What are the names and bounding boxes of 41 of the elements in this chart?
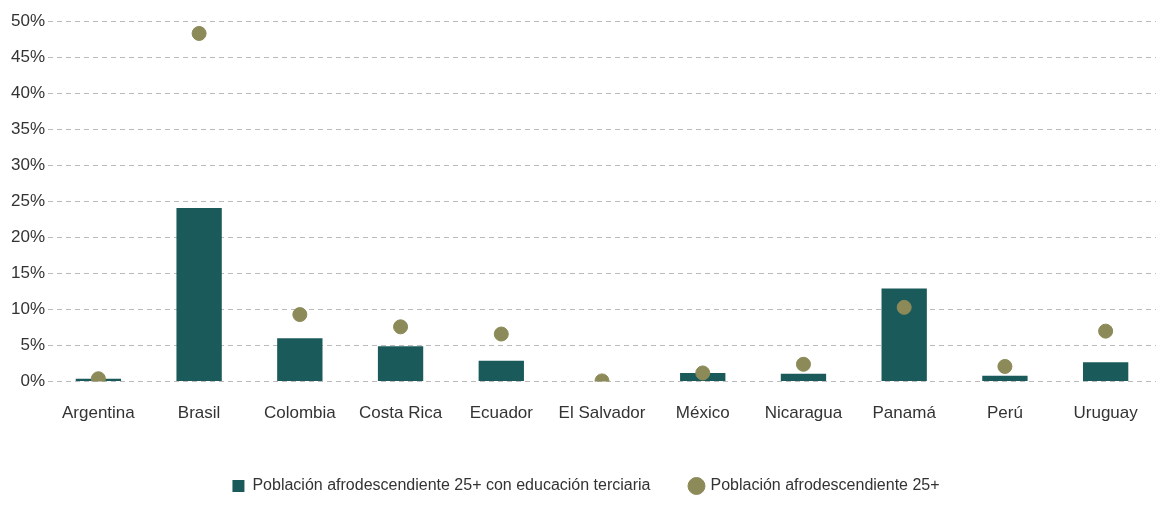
x-tick-label: Argentina [62,403,136,423]
point [493,326,509,342]
y-tick-label: 40% [10,82,46,102]
x-tick-label: El Salvador [558,403,646,423]
legend-label: Población afrodescendiente 25+ con educación terciaria [252,476,651,494]
point [292,307,308,323]
point [896,299,912,315]
y-tick-label: 35% [10,119,46,139]
point [997,358,1013,374]
bar [277,338,323,382]
x-tick-label: Ecuador [469,403,534,423]
point [1098,323,1114,339]
y-tick-label: 50% [10,10,46,30]
y-tick-label: 45% [10,46,46,66]
y-tick-label: 25% [10,191,46,211]
x-tick-label: México [675,403,730,423]
bar [881,288,927,382]
y-tick-label: 15% [10,263,46,283]
bar [478,360,524,382]
bar [1082,362,1129,382]
bar [780,373,827,382]
y-tick-label: 0% [20,371,46,391]
x-tick-label: Perú [986,403,1023,423]
x-tick-label: Uruguay [1073,403,1139,423]
point [393,319,409,335]
legend-label: Población afrodescendiente 25+ [710,476,940,494]
y-tick-label: 20% [10,227,46,247]
y-tick-label: 30% [10,155,46,175]
bar [377,346,424,382]
bar [982,375,1028,382]
y-tick-label: 5% [20,335,46,355]
x-tick-label: Panamá [872,403,937,423]
bar [176,207,222,382]
x-tick-label: Nicaragua [764,403,843,423]
point [695,365,711,381]
point [795,356,811,372]
y-tick-label: 10% [10,299,46,319]
x-tick-label: Costa Rica [358,403,443,423]
x-tick-label: Colombia [263,403,337,423]
point [191,25,207,41]
x-tick-label: Brasil [177,403,221,423]
